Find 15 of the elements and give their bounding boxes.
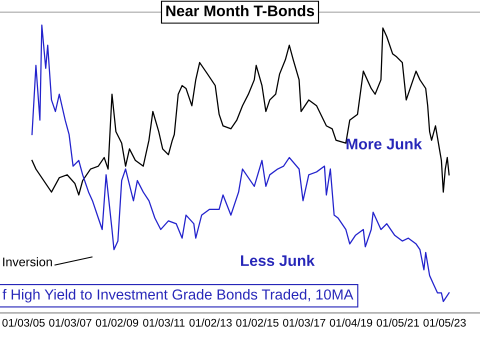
x-tick-label: 01/05/23 <box>423 318 466 327</box>
x-tick-label: 01/05/21 <box>376 318 419 327</box>
x-tick-label: 01/03/07 <box>49 318 92 327</box>
annotation: f High Yield to Investment Grade Bonds Traded, 10MA <box>2 288 354 303</box>
x-tick-label: 01/02/15 <box>236 318 279 327</box>
x-tick-label: 01/02/13 <box>189 318 232 327</box>
annotation: Inversion <box>3 257 52 266</box>
x-tick-label: 01/02/09 <box>96 318 138 327</box>
x-tick-label: 01/03/17 <box>283 318 326 327</box>
x-tick-label: 01/03/05 <box>2 318 45 327</box>
x-tick-label: 01/04/19 <box>330 318 372 327</box>
chart-title: Near Month T-Bonds <box>166 5 314 16</box>
x-tick-label: 01/03/11 <box>143 318 185 327</box>
annotation: More Junk <box>346 138 422 150</box>
annotation: Less Junk <box>241 254 315 266</box>
